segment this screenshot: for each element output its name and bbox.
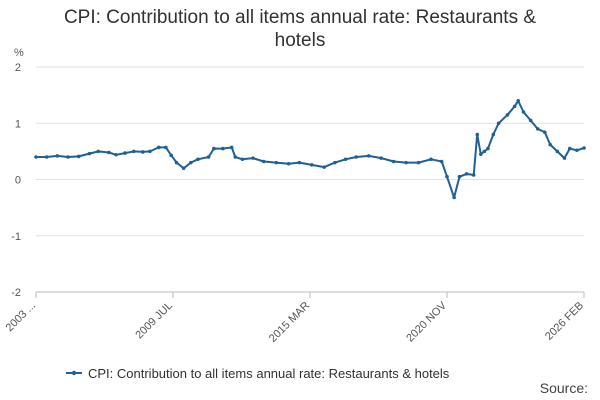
- data-point: [169, 153, 174, 158]
- legend-dot-swatch: [71, 370, 77, 376]
- data-point: [322, 165, 327, 169]
- y-axis-label: %: [14, 47, 24, 59]
- data-point: [212, 146, 216, 151]
- legend-label: CPI: Contribution to all items annual ra…: [88, 366, 450, 381]
- y-tick-label: 2: [15, 62, 21, 74]
- data-point: [491, 132, 496, 137]
- data-point: [309, 163, 314, 167]
- data-point: [333, 160, 337, 165]
- data-point: [297, 160, 302, 165]
- data-point: [164, 145, 168, 150]
- data-point: [96, 149, 101, 154]
- x-tick-label: 2009 JUL: [133, 300, 175, 342]
- y-tick-label: -2: [11, 287, 21, 299]
- data-point: [148, 149, 152, 154]
- data-point: [140, 150, 145, 154]
- data-point: [233, 155, 238, 159]
- series-group: [34, 98, 586, 200]
- data-point: [457, 174, 462, 179]
- data-point: [475, 132, 480, 137]
- data-point: [471, 173, 476, 177]
- data-point: [505, 113, 510, 117]
- data-point: [240, 157, 245, 162]
- grid-lines: [35, 66, 585, 298]
- data-point: [439, 159, 444, 164]
- data-point: [482, 149, 487, 154]
- data-point: [87, 151, 92, 156]
- x-tick-label: 2026 FEB: [543, 300, 586, 343]
- data-point: [156, 145, 161, 150]
- data-point: [366, 154, 371, 158]
- y-tick-label: 0: [15, 175, 21, 187]
- data-point: [379, 156, 383, 160]
- data-point: [429, 157, 433, 162]
- data-point: [55, 154, 60, 158]
- data-point: [543, 130, 547, 135]
- data-point: [512, 104, 517, 109]
- data-point: [445, 174, 449, 179]
- data-point: [464, 172, 469, 176]
- data-point: [496, 121, 501, 126]
- y-tick-label: 1: [15, 118, 21, 130]
- data-point: [44, 155, 49, 159]
- data-point: [114, 152, 118, 157]
- data-point: [76, 154, 81, 159]
- data-point: [516, 98, 520, 103]
- data-point: [404, 160, 408, 165]
- data-point: [188, 160, 193, 165]
- x-tick-label: 2015 MAR: [267, 300, 312, 345]
- data-point: [196, 157, 200, 162]
- data-point: [548, 142, 552, 147]
- data-point: [567, 146, 572, 151]
- x-axis-tick-labels: 2003 ... 2009 JUL 2015 MAR 2020 NOV 2026 FEB: [4, 299, 586, 345]
- data-point: [343, 157, 348, 162]
- data-point: [251, 156, 255, 160]
- data-point: [354, 155, 359, 159]
- data-point: [174, 160, 179, 165]
- data-point: [562, 156, 567, 160]
- data-point: [528, 118, 533, 123]
- data-point: [221, 146, 225, 151]
- data-point: [66, 155, 70, 159]
- data-point: [535, 127, 540, 131]
- data-point: [286, 161, 291, 166]
- data-point: [391, 159, 396, 164]
- data-point: [34, 155, 38, 159]
- x-tick-label: 2020 NOV: [404, 299, 449, 344]
- data-point: [274, 160, 278, 165]
- x-tick-label: 2003 ...: [4, 300, 38, 334]
- data-point: [107, 150, 111, 155]
- legend[interactable]: CPI: Contribution to all items annual ra…: [66, 366, 450, 381]
- data-point: [181, 166, 186, 171]
- data-point: [555, 149, 560, 154]
- series-line: [36, 99, 585, 199]
- data-point: [521, 110, 526, 114]
- data-point: [416, 160, 421, 165]
- data-point: [132, 149, 136, 154]
- data-point: [123, 151, 127, 155]
- data-point: [261, 159, 266, 164]
- data-point: [229, 145, 234, 150]
- source-label: Source:: [539, 380, 588, 396]
- data-point: [582, 146, 586, 150]
- data-point: [575, 148, 579, 153]
- data-point: [479, 152, 483, 156]
- data-point: [452, 195, 456, 200]
- chart-title: CPI: Contribution to all items annual ra…: [63, 7, 537, 51]
- y-tick-label: -1: [11, 231, 21, 243]
- y-axis-tick-labels: 2 1 0 -1 -2: [11, 62, 21, 299]
- data-point: [486, 146, 490, 151]
- data-point: [206, 155, 211, 159]
